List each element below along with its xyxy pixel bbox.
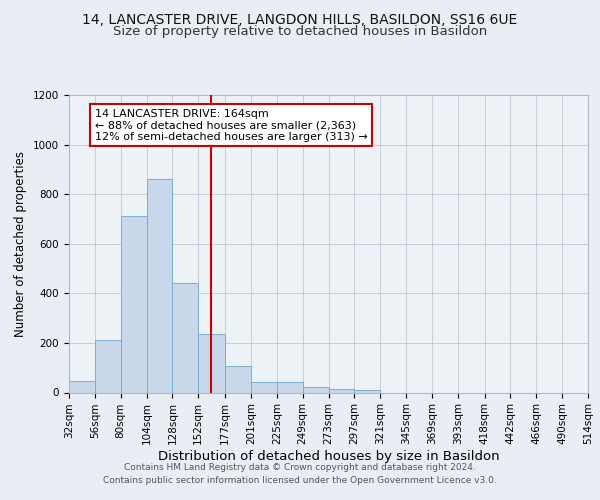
Text: Size of property relative to detached houses in Basildon: Size of property relative to detached ho… [113,25,487,38]
Bar [302,388,329,392]
Bar [277,382,302,392]
Bar [69,381,95,392]
Bar [172,284,198,393]
Text: Contains public sector information licensed under the Open Government Licence v3: Contains public sector information licen… [103,476,497,485]
Bar [198,334,225,392]
Y-axis label: Number of detached properties: Number of detached properties [14,151,28,337]
Text: 14 LANCASTER DRIVE: 164sqm
← 88% of detached houses are smaller (2,363)
12% of s: 14 LANCASTER DRIVE: 164sqm ← 88% of deta… [95,108,368,142]
Bar [225,366,251,392]
Bar [329,390,355,392]
Text: Contains HM Land Registry data © Crown copyright and database right 2024.: Contains HM Land Registry data © Crown c… [124,464,476,472]
Text: 14, LANCASTER DRIVE, LANGDON HILLS, BASILDON, SS16 6UE: 14, LANCASTER DRIVE, LANGDON HILLS, BASI… [82,12,518,26]
Bar [146,179,172,392]
X-axis label: Distribution of detached houses by size in Basildon: Distribution of detached houses by size … [158,450,499,463]
Bar [95,340,121,392]
Bar [355,390,380,392]
Bar [121,216,146,392]
Bar [251,382,277,392]
